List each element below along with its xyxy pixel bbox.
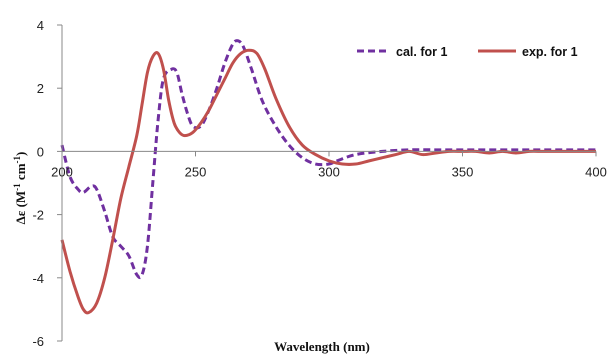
legend-label-cal: cal. for 1 — [396, 45, 447, 59]
y-axis-title-sup1: -1 — [12, 183, 22, 191]
y-axis-title-mid: cm — [13, 163, 28, 183]
x-tick-label: 400 — [585, 164, 607, 179]
x-tick-label: 300 — [318, 164, 340, 179]
x-tick-label: 200 — [51, 164, 73, 179]
y-tick-label: -4 — [32, 271, 44, 286]
y-tick-label: 2 — [37, 81, 44, 96]
y-tick-label: 4 — [37, 18, 44, 33]
x-tick-label: 350 — [452, 164, 474, 179]
axes — [57, 24, 597, 342]
y-axis-title-end: ) — [13, 152, 28, 156]
y-axis-title-main: Δε (M — [13, 191, 28, 225]
y-tick-label: 0 — [37, 144, 44, 159]
y-axis-title-sup2: -1 — [12, 155, 22, 163]
legend: cal. for 1 exp. for 1 — [357, 45, 578, 59]
x-tick-label: 250 — [185, 164, 207, 179]
y-axis-title: Δε (M-1 cm-1) — [12, 152, 28, 225]
y-tick-labels: 4 2 0 -2 -4 -6 — [32, 18, 44, 349]
series-line-cal — [60, 39, 596, 280]
x-axis-title: Wavelength (nm) — [274, 339, 370, 354]
y-tick-label: -6 — [32, 334, 44, 349]
x-tick-labels: 200 250 300 350 400 — [51, 164, 607, 179]
legend-label-exp: exp. for 1 — [522, 45, 578, 59]
y-tick-label: -2 — [32, 208, 44, 223]
